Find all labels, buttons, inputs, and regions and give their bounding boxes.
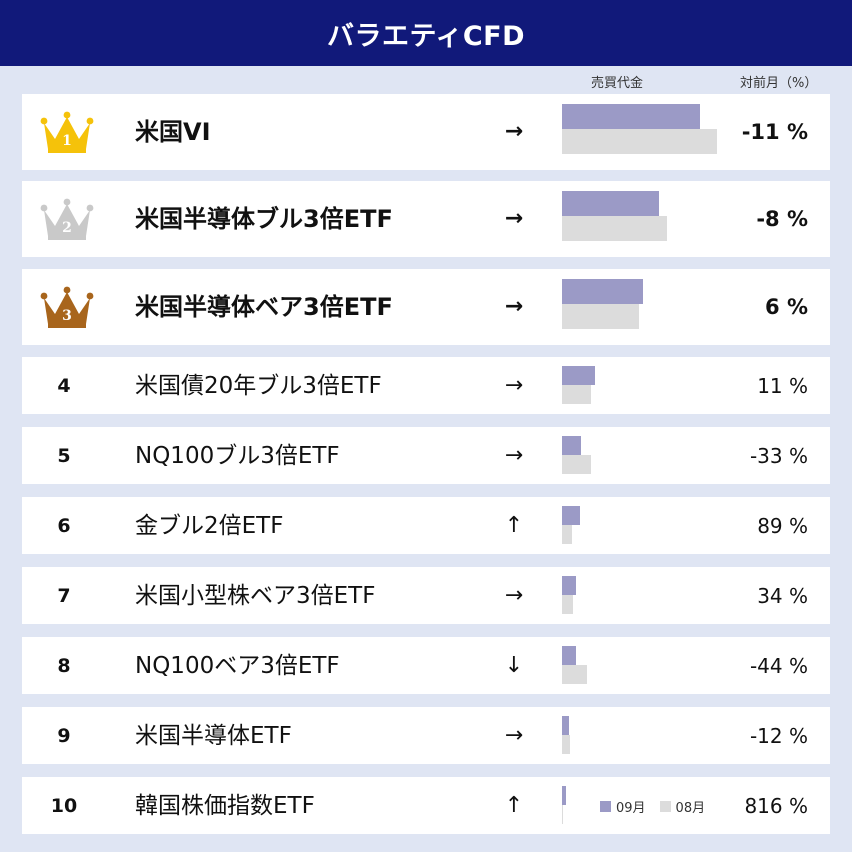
bar-previous-month (562, 525, 572, 544)
ranking-row: 2 米国半導体ブル3倍ETF → -8 % (22, 181, 830, 257)
ranking-row: 8 NQ100ベア3倍ETF ↓ -44 % (22, 637, 830, 694)
legend-previous-swatch (659, 801, 671, 812)
product-name: 米国小型株ベア3倍ETF (135, 582, 376, 609)
ranking-row: 1 米国VI → -11 % (22, 94, 830, 170)
ranking-row: 9 米国半導体ETF → -12 % (22, 707, 830, 764)
mom-percent: -11 % (741, 120, 808, 144)
ranking-row: 5 NQ100ブル3倍ETF → -33 % (22, 427, 830, 484)
product-name: 米国半導体ベア3倍ETF (135, 293, 393, 321)
product-name: 米国VI (135, 118, 211, 146)
mom-percent: 89 % (757, 513, 808, 538)
mom-percent: -44 % (749, 653, 808, 678)
bar-current-month (562, 104, 700, 129)
bar-previous-month (562, 665, 587, 684)
bar-current-month (562, 786, 567, 805)
bar-previous-month (562, 385, 591, 404)
trend-arrow-icon: ↓ (504, 652, 524, 678)
rank-number: 7 (57, 584, 71, 607)
mom-percent: 816 % (744, 793, 808, 818)
trend-arrow-icon: → (504, 294, 524, 319)
page-title: バラエティCFD (326, 20, 526, 52)
product-name: 米国半導体ETF (135, 722, 292, 749)
product-name: NQ100ベア3倍ETF (135, 652, 340, 679)
bar-current-month (562, 279, 644, 304)
legend-current-swatch (600, 801, 611, 812)
mom-column-header: 対前月（%） (740, 76, 818, 91)
rank-number: 10 (50, 794, 78, 817)
crown-silver-icon: 2 (38, 196, 96, 242)
product-name: 金ブル2倍ETF (135, 512, 284, 539)
bar-current-month (562, 506, 580, 525)
bar-current-month (562, 366, 596, 385)
ranking-row: 6 金ブル2倍ETF ↑ 89 % (22, 497, 830, 554)
rank-number: 9 (57, 724, 71, 747)
ranking-row: 10 韓国株価指数ETF ↑ 816 % (22, 777, 830, 834)
mom-percent: -8 % (756, 207, 808, 231)
bar-current-month (562, 576, 576, 595)
crown-bronze-icon: 3 (38, 284, 96, 330)
product-name: 米国債20年ブル3倍ETF (135, 372, 382, 399)
trend-arrow-icon: ↑ (504, 792, 524, 818)
rank-number: 5 (57, 444, 71, 467)
ranking-row: 7 米国小型株ベア3倍ETF → 34 % (22, 567, 830, 624)
mom-percent: -12 % (749, 723, 808, 748)
legend-current-label: 09月 (616, 801, 646, 816)
svg-text:2: 2 (62, 220, 72, 236)
trend-arrow-icon: ↑ (504, 512, 524, 538)
rank-number: 6 (57, 514, 71, 537)
bar-current-month (562, 436, 582, 455)
trend-arrow-icon: → (504, 372, 524, 398)
trading-value-column-header: 売買代金 (591, 76, 644, 91)
bar-previous-month (562, 455, 591, 474)
product-name: 韓国株価指数ETF (135, 792, 315, 819)
bar-previous-month (562, 595, 574, 614)
trend-arrow-icon: → (504, 119, 524, 144)
svg-text:1: 1 (62, 133, 72, 149)
ranking-row: 4 米国債20年ブル3倍ETF → 11 % (22, 357, 830, 414)
mom-percent: -33 % (749, 443, 808, 468)
bar-current-month (562, 646, 576, 665)
header-bar: バラエティCFD (0, 0, 852, 66)
bar-previous-month (562, 304, 640, 329)
mom-percent: 34 % (757, 583, 808, 608)
trend-arrow-icon: → (504, 442, 524, 468)
ranking-row: 3 米国半導体ベア3倍ETF → 6 % (22, 269, 830, 345)
mom-percent: 6 % (765, 295, 808, 319)
rank-number: 4 (57, 374, 71, 397)
bar-current-month (562, 191, 659, 216)
bar-previous-month (562, 735, 571, 754)
legend-previous-label: 08月 (675, 801, 706, 816)
bar-previous-month (562, 805, 563, 824)
crown-gold-icon: 1 (38, 109, 96, 155)
product-name: 米国半導体ブル3倍ETF (135, 205, 393, 233)
bar-previous-month (562, 129, 717, 154)
bar-previous-month (562, 216, 667, 241)
mom-percent: 11 % (757, 373, 808, 398)
rank-number: 8 (57, 654, 71, 677)
trend-arrow-icon: → (504, 582, 524, 608)
svg-text:3: 3 (62, 308, 72, 324)
bar-current-month (562, 716, 569, 735)
legend: 09月 08月 (600, 797, 705, 816)
trend-arrow-icon: → (504, 722, 524, 748)
product-name: NQ100ブル3倍ETF (135, 442, 340, 469)
trend-arrow-icon: → (504, 206, 524, 231)
